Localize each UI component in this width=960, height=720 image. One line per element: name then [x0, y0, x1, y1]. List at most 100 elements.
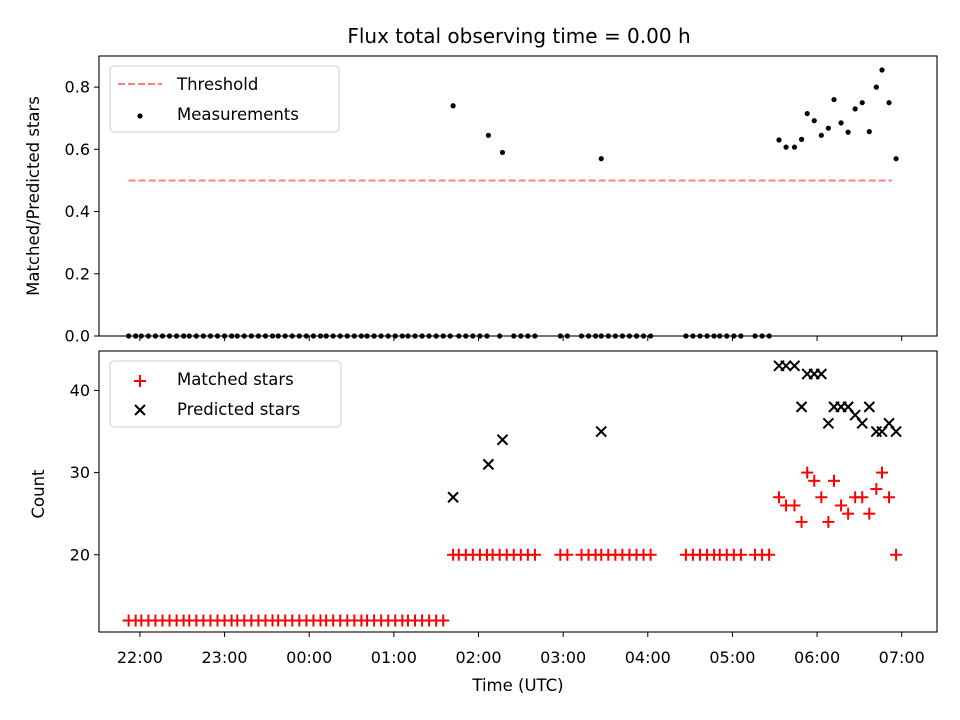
measurement-point	[399, 333, 405, 339]
measurement-point	[831, 96, 837, 103]
matched-star-point	[795, 515, 808, 528]
measurement-point	[248, 333, 254, 339]
measurement-point	[303, 333, 309, 339]
matched-star-point	[815, 491, 828, 504]
measurement-point	[518, 333, 524, 339]
measurement-point	[412, 333, 418, 339]
measurement-point	[791, 144, 798, 150]
measurement-point	[598, 156, 604, 162]
measurement-point	[838, 120, 844, 126]
measurement-point	[690, 333, 696, 339]
measurement-point	[426, 333, 432, 339]
matched-star-point	[644, 548, 657, 561]
measurement-point	[234, 333, 240, 339]
measurement-point	[592, 333, 599, 339]
measurement-point	[578, 333, 585, 339]
measurement-point	[323, 333, 329, 339]
bottom-legend-box	[109, 360, 342, 428]
bottom-x-tick-label: 06:00	[794, 648, 840, 667]
measurement-points	[126, 67, 899, 339]
measurement-point	[186, 333, 192, 339]
measurement-point	[419, 333, 425, 339]
measurement-point	[255, 333, 262, 339]
measurement-point	[262, 333, 269, 339]
predicted-star-point	[822, 417, 835, 430]
measurement-point	[619, 333, 625, 339]
measurement-point	[804, 110, 810, 117]
measurement-point	[783, 144, 789, 150]
predicted-star-point	[496, 434, 509, 446]
legend-measurements-swatch	[137, 113, 143, 119]
matched-star-point	[528, 548, 541, 561]
measurement-point	[159, 333, 166, 339]
measurement-point	[133, 333, 139, 339]
measurement-point	[229, 333, 235, 339]
measurement-point	[193, 333, 199, 339]
measurement-point	[456, 333, 462, 339]
top-y-ticks: 0.0 0.2 0.4 0.6 0.8	[65, 78, 99, 346]
predicted-star-point	[788, 360, 801, 372]
measurement-point	[484, 333, 490, 339]
predicted-star-point	[863, 401, 875, 413]
legend-measurements-label: Measurements	[177, 105, 299, 124]
measurement-point	[626, 333, 633, 339]
chart-title: Flux total observing time = 0.00 h	[347, 24, 690, 48]
measurement-point	[358, 333, 365, 339]
bottom-y-axis-label: Count	[29, 469, 48, 519]
predicted-star-point	[856, 417, 868, 430]
measurement-point	[879, 67, 885, 73]
top-legend: Threshold Measurements	[109, 65, 340, 133]
measurement-point	[330, 333, 336, 339]
measurement-point	[447, 333, 453, 339]
top-y-tick-label: 0.2	[65, 264, 90, 283]
measurement-point	[717, 333, 723, 339]
bottom-y-ticks: 20 30 40	[70, 381, 99, 564]
measurement-point	[776, 137, 782, 143]
matched-star-point	[772, 491, 785, 504]
measurement-point	[738, 333, 744, 339]
measurement-point	[282, 333, 288, 339]
measurement-point	[564, 333, 570, 339]
measurement-point	[648, 333, 654, 339]
measurement-point	[364, 333, 370, 339]
measurement-point	[697, 333, 703, 339]
measurement-point	[207, 333, 214, 339]
bottom-x-tick-label: 22:00	[117, 648, 163, 667]
measurement-point	[711, 333, 717, 339]
bottom-legend: Matched stars Predicted stars	[109, 360, 342, 428]
bottom-x-tick-label: 02:00	[455, 648, 501, 667]
measurement-point	[825, 125, 831, 131]
measurement-point	[214, 333, 221, 339]
matched-star-point	[842, 507, 855, 520]
legend-predicted-label: Predicted stars	[177, 400, 300, 419]
matched-star-point	[890, 548, 903, 561]
matched-star-point	[788, 499, 801, 512]
measurement-point	[433, 333, 439, 339]
measurement-point	[317, 333, 324, 339]
measurement-point	[633, 333, 640, 339]
bottom-x-ticks: 22:00 23:00 00:00 01:00 02:00 03:00 04:00 05:00…	[117, 632, 925, 667]
top-y-axis-label: Matched/Predicted stars	[24, 96, 43, 296]
x-axis-label: Time (UTC)	[471, 676, 563, 695]
legend-threshold-label: Threshold	[176, 75, 258, 94]
bottom-x-tick-label: 01:00	[371, 648, 417, 667]
bottom-x-tick-label: 05:00	[709, 648, 755, 667]
measurement-point	[585, 333, 592, 339]
matched-star-point	[822, 515, 835, 528]
top-panel: 0.00.20.40.60.8 Matched/Predicted stars …	[24, 55, 938, 346]
measurement-point	[859, 100, 865, 106]
bottom-x-tick-label: 03:00	[540, 648, 586, 667]
measurement-point	[351, 333, 357, 339]
measurement-point	[241, 333, 247, 339]
legend-matched-label: Matched stars	[177, 370, 294, 389]
measurement-point	[525, 333, 531, 339]
top-y-tick-label: 0.6	[65, 140, 90, 159]
matched-star-point	[856, 491, 869, 504]
measurement-point	[166, 333, 173, 339]
measurement-point	[605, 333, 611, 339]
bottom-y-tick-label: 40	[70, 381, 90, 400]
measurement-point	[759, 333, 765, 339]
measurement-point	[296, 333, 302, 339]
measurement-point	[811, 118, 817, 124]
matched-star-point	[437, 614, 450, 627]
